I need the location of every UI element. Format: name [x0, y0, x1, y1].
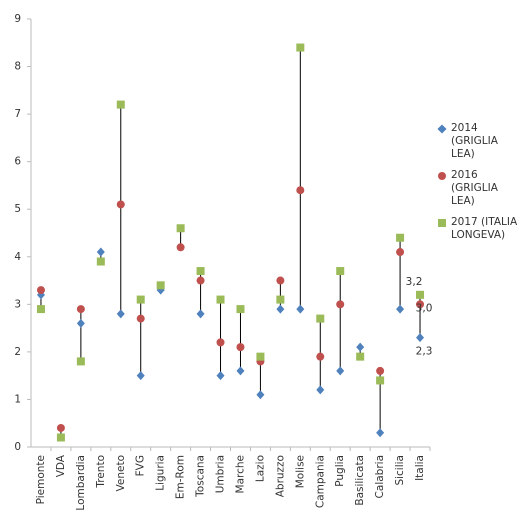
y-tick-label: 6 — [14, 156, 21, 168]
y-tick-label: 4 — [14, 251, 21, 263]
legend-item: 2016 (GRIGLIA LEA) — [438, 169, 522, 208]
x-tick-label: Calabria — [374, 455, 386, 498]
x-tick-label: Sicilia — [394, 455, 406, 486]
y-tick-label: 1 — [14, 393, 21, 405]
legend-label: 2017 (ITALIA LONGEVA) — [451, 216, 518, 241]
y-tick-label: 3 — [14, 298, 21, 310]
point — [336, 366, 345, 376]
point — [336, 300, 345, 309]
point — [216, 371, 225, 381]
point — [176, 224, 185, 233]
x-tick-label: Molise — [294, 455, 306, 488]
legend-swatch — [438, 172, 446, 180]
x-tick-label: Lazio — [254, 455, 266, 482]
point — [396, 233, 405, 242]
point — [156, 281, 165, 290]
x-tick-label: VDA — [55, 454, 67, 477]
legend-label: 2014 (GRIGLIA LEA) — [451, 122, 498, 160]
x-tick-label: Umbria — [215, 455, 227, 493]
y-tick-label: 5 — [14, 203, 21, 215]
point — [296, 304, 305, 314]
x-tick-label: Liguria — [155, 455, 167, 491]
point — [176, 243, 185, 252]
point — [136, 314, 145, 323]
legend: 2014 (GRIGLIA LEA) 2016 (GRIGLIA LEA) 2017… — [437, 122, 522, 250]
point — [196, 267, 205, 276]
point — [376, 376, 385, 385]
point — [416, 290, 425, 299]
point — [56, 423, 65, 432]
point — [116, 200, 125, 209]
point — [116, 309, 125, 319]
legend-item: 2017 (ITALIA LONGEVA) — [438, 216, 522, 242]
point — [296, 186, 305, 195]
point — [256, 390, 265, 400]
point — [316, 352, 325, 361]
x-tick-label: Campania — [314, 455, 326, 508]
x-tick-label: Basilicata — [354, 455, 366, 506]
point — [356, 352, 365, 361]
y-tick-label: 0 — [14, 441, 21, 453]
x-tick-label: Em-Rom — [175, 455, 187, 499]
value-label: 2,3 — [416, 346, 433, 358]
point — [196, 276, 205, 285]
point — [36, 286, 45, 295]
y-tick-label: 7 — [14, 108, 21, 120]
point — [256, 352, 265, 361]
x-tick-label: FVG — [135, 455, 147, 476]
x-tick-label: Abruzzo — [274, 455, 286, 497]
point — [236, 366, 245, 376]
x-tick-label: Trento — [95, 455, 107, 489]
y-tick-label: 8 — [14, 61, 21, 73]
point — [136, 371, 145, 381]
y-tick-label: 9 — [14, 13, 21, 25]
x-tick-label: Lombardia — [75, 455, 87, 511]
point — [356, 342, 365, 352]
point — [56, 433, 65, 442]
point — [416, 333, 425, 343]
point — [276, 276, 285, 285]
point — [136, 295, 145, 304]
y-tick-label: 2 — [14, 346, 21, 358]
point — [396, 304, 405, 314]
legend-item: 2014 (GRIGLIA LEA) — [437, 122, 522, 161]
point — [216, 338, 225, 347]
point — [116, 100, 125, 109]
point — [76, 305, 85, 314]
value-label: 3,0 — [416, 302, 433, 314]
point — [276, 304, 285, 314]
point — [316, 314, 325, 323]
x-tick-label: Marche — [234, 455, 246, 493]
x-tick-label: Puglia — [334, 455, 346, 487]
point — [376, 366, 385, 375]
point — [236, 305, 245, 314]
point — [376, 428, 385, 438]
x-tick-label: Veneto — [115, 455, 127, 491]
point — [416, 300, 425, 309]
point — [396, 248, 405, 257]
point — [336, 267, 345, 276]
legend-swatch — [438, 219, 446, 227]
legend-label: 2016 (GRIGLIA LEA) — [451, 169, 498, 207]
x-tick-label: Italia — [414, 455, 426, 481]
x-tick-label: Toscana — [195, 455, 207, 498]
point — [36, 305, 45, 314]
x-tick-label: Piemonte — [35, 455, 47, 504]
point — [216, 295, 225, 304]
value-label: 3,2 — [406, 276, 423, 288]
point — [76, 318, 85, 328]
point — [316, 385, 325, 395]
point — [276, 295, 285, 304]
legend-swatch — [437, 124, 447, 134]
point — [296, 43, 305, 52]
point — [76, 357, 85, 366]
point — [96, 247, 105, 257]
point — [196, 309, 205, 319]
point — [236, 343, 245, 352]
point — [96, 257, 105, 266]
